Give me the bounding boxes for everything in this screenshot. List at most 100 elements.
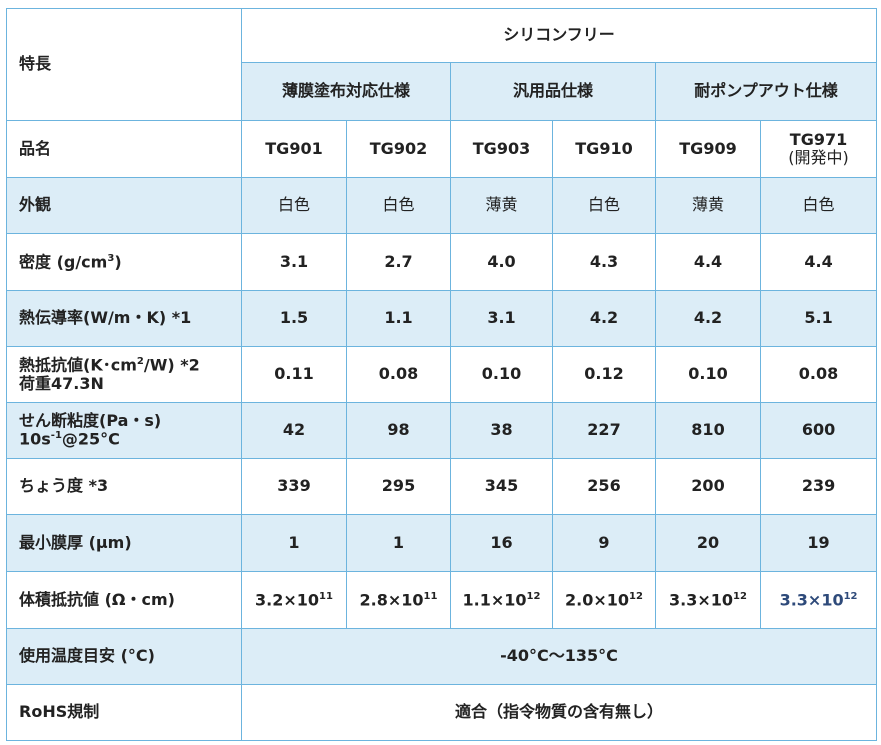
text: TG902	[369, 138, 428, 158]
text: 3.3×10	[779, 589, 844, 609]
text: TG909	[679, 138, 737, 158]
header-row: 薄膜塗布対応仕様 汎用品仕様 耐ポンプアウト仕様	[7, 62, 878, 121]
text: 16	[490, 532, 513, 552]
text: 白色	[802, 195, 835, 215]
text: 4.4	[693, 251, 723, 271]
text: 薄黄	[485, 195, 518, 215]
text: 0.08	[798, 364, 839, 384]
line: (開発中)	[765, 148, 872, 167]
header-row: 特長 シリコンフリー	[6, 8, 878, 121]
line: 3.3×1012	[765, 589, 872, 610]
text: 345	[484, 476, 519, 496]
text: 3.1	[487, 308, 516, 328]
cell: 810	[655, 402, 761, 459]
cell: 3.1	[450, 290, 553, 347]
text: 256	[587, 476, 621, 496]
text: 0.08	[378, 364, 419, 384]
superscript: 2	[136, 355, 144, 367]
row-label: RoHS規制	[6, 684, 242, 741]
table-row: 使用温度目安 (°C) -40°C～135°C	[6, 628, 878, 685]
text: 810	[691, 420, 725, 440]
text: 4.4	[804, 251, 833, 271]
text: TG901	[265, 138, 323, 158]
cell: 3.3×1012	[655, 571, 761, 629]
line: 2.0×1012	[557, 589, 651, 610]
line: 3.2×1011	[246, 590, 342, 610]
cell: 白色	[759, 177, 878, 234]
cell: 1.1	[346, 290, 451, 347]
row-label: 熱伝導率(W/m・K) *1	[6, 290, 242, 347]
line: TG971	[765, 130, 872, 149]
table-row: 熱伝導率(W/m・K) *1 1.5 1.1 3.1 4.2 4.2 5.1	[6, 290, 878, 347]
text: 20	[696, 532, 720, 552]
row-label: ちょう度 *3	[6, 458, 242, 515]
row-label: 最小膜厚 (μm)	[6, 514, 242, 572]
cell: 239	[759, 458, 878, 515]
text: 薄黄	[691, 195, 724, 215]
cell: 白色	[552, 177, 656, 234]
spec-table: 特長 シリコンフリー 薄膜塗布対応仕様 汎用品仕様 耐ポンプアウト仕様 品名 TG901 TG…	[6, 8, 878, 741]
table-row: RoHS規制 適合（指令物質の含有無し）	[6, 684, 878, 741]
text: /W) *2	[143, 355, 200, 375]
text: 4.3	[589, 251, 619, 271]
cell: 339	[241, 458, 347, 515]
text: 密度 (g/cm	[19, 251, 108, 271]
text: 200	[691, 476, 725, 496]
text: 1.5	[279, 308, 309, 328]
superscript: 11	[423, 590, 438, 602]
header-cell: 特長	[6, 8, 242, 121]
text: 38	[490, 420, 513, 440]
cell: 200	[655, 458, 761, 515]
text: -40°C～135°C	[500, 646, 618, 666]
text: 227	[587, 420, 621, 440]
text: 2.0×10	[565, 589, 630, 609]
text: 体積抵抗値 (Ω・cm)	[19, 589, 175, 609]
cell: 4.4	[759, 233, 878, 291]
text: 最小膜厚 (μm)	[19, 532, 132, 552]
text: 239	[801, 476, 836, 496]
text: 0.10	[688, 364, 728, 384]
text: 1.1×10	[462, 589, 527, 609]
cell: 5.1	[759, 290, 878, 347]
line: せん断粘度(Pa・s)	[19, 411, 237, 430]
header-cell: 薄膜塗布対応仕様	[241, 62, 451, 121]
row-label: 熱抵抗値(K･cm2/W) *2 荷重47.3N	[6, 346, 242, 403]
cell: 0.11	[241, 346, 347, 403]
text: 4.2	[693, 308, 723, 328]
text: 339	[277, 476, 311, 496]
text: 3.1	[279, 251, 309, 271]
cell: 295	[346, 458, 451, 515]
text: 薄膜塗布対応仕様	[281, 81, 410, 101]
text: 使用温度目安 (°C)	[19, 646, 155, 666]
cell: 白色	[346, 177, 451, 234]
cell: 4.2	[552, 290, 656, 347]
text: 9	[598, 532, 610, 552]
table-row: 密度 (g/cm3) 3.1 2.7 4.0 4.3 4.4 4.4	[6, 233, 878, 291]
text: 0.10	[481, 364, 522, 384]
superscript: 12	[733, 590, 747, 602]
text: 42	[282, 420, 306, 440]
superscript: 12	[843, 590, 858, 602]
cell: 0.08	[759, 346, 878, 403]
cell: TG971 (開発中)	[759, 120, 878, 178]
text: 600	[801, 420, 836, 440]
line: 熱抵抗値(K･cm2/W) *2	[19, 356, 237, 375]
cell: 4.4	[655, 233, 761, 291]
text: 2.8×10	[359, 589, 424, 609]
text: 10s	[19, 429, 51, 449]
table-row: せん断粘度(Pa・s) 10s-1@25°C 42 98 38 227 810 600	[6, 402, 878, 459]
table-body: 特長 シリコンフリー 薄膜塗布対応仕様 汎用品仕様 耐ポンプアウト仕様 品名 TG901 TG…	[6, 8, 878, 741]
text: 特長	[19, 54, 52, 74]
text: 外観	[19, 195, 52, 215]
text: 4.0	[487, 251, 516, 271]
cell: 38	[450, 402, 553, 459]
cell: 345	[450, 458, 553, 515]
cell: 1.5	[241, 290, 347, 347]
cell: 2.7	[346, 233, 451, 291]
cell: 0.08	[346, 346, 451, 403]
cell: 16	[450, 514, 553, 572]
header-cell: 汎用品仕様	[450, 62, 656, 121]
cell: 1	[346, 514, 451, 572]
text: RoHS規制	[19, 702, 100, 722]
